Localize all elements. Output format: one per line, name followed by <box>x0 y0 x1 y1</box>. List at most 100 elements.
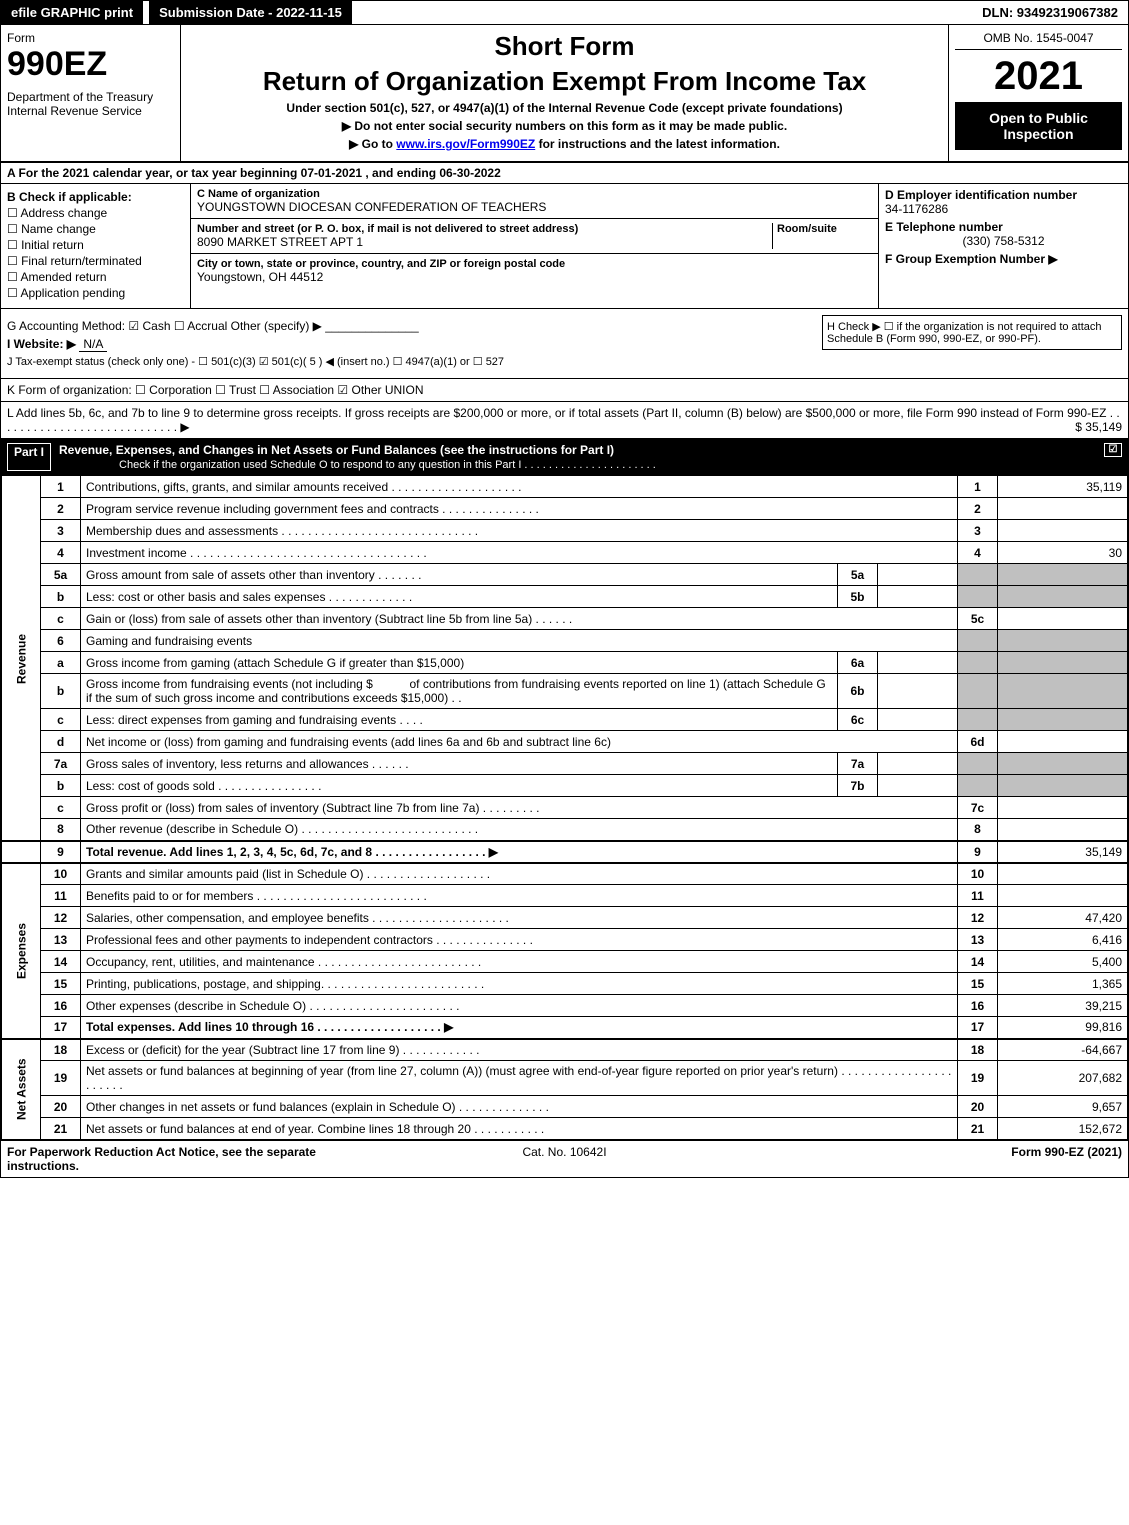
chk-address-change[interactable]: ☐ Address change <box>7 206 184 220</box>
row-value <box>998 863 1128 885</box>
part-1-checkbox[interactable]: ☑ <box>1104 443 1122 457</box>
row-desc: Less: cost of goods sold . . . . . . . .… <box>81 775 838 797</box>
row-num: 14 <box>41 951 81 973</box>
row-num: 6 <box>41 630 81 652</box>
row-desc: Excess or (deficit) for the year (Subtra… <box>81 1039 958 1061</box>
row-num: d <box>41 731 81 753</box>
row-desc: Salaries, other compensation, and employ… <box>81 907 958 929</box>
row-ref-shade <box>958 630 998 652</box>
public-warning: ▶ Do not enter social security numbers o… <box>191 119 938 133</box>
row-ref-shade <box>958 586 998 608</box>
row-value <box>998 797 1128 819</box>
part-1-table: Revenue 1 Contributions, gifts, grants, … <box>1 475 1128 1140</box>
section-a: A For the 2021 calendar year, or tax yea… <box>1 163 1128 183</box>
row-value-shade <box>998 564 1128 586</box>
row-value: 207,682 <box>998 1061 1128 1096</box>
row-ref: 2 <box>958 498 998 520</box>
street-label: Number and street (or P. O. box, if mail… <box>197 223 772 235</box>
row-ref-shade <box>958 709 998 731</box>
line-l-amount: $ 35,149 <box>1075 420 1122 434</box>
city-value: Youngstown, OH 44512 <box>197 270 872 284</box>
dept-label: Department of the Treasury Internal Reve… <box>7 90 174 118</box>
row-value-shade <box>998 586 1128 608</box>
chk-application-pending[interactable]: ☐ Application pending <box>7 286 184 300</box>
row-value: 9,657 <box>998 1096 1128 1118</box>
row-desc: Membership dues and assessments . . . . … <box>81 520 958 542</box>
mini-val <box>878 709 958 731</box>
row-num: 5a <box>41 564 81 586</box>
mini-ref: 6b <box>838 674 878 709</box>
tax-year: 2021 <box>955 56 1122 96</box>
row-ref-shade <box>958 652 998 674</box>
row-ref: 4 <box>958 542 998 564</box>
row-ref: 13 <box>958 929 998 951</box>
row-value: 6,416 <box>998 929 1128 951</box>
row-num: 15 <box>41 973 81 995</box>
row-value <box>998 731 1128 753</box>
row-value: 35,149 <box>998 841 1128 863</box>
row-value-shade <box>998 630 1128 652</box>
row-ref: 16 <box>958 995 998 1017</box>
row-desc: Program service revenue including govern… <box>81 498 958 520</box>
row-ref-shade <box>958 775 998 797</box>
mini-ref: 5b <box>838 586 878 608</box>
row-value <box>998 498 1128 520</box>
row-ref: 11 <box>958 885 998 907</box>
row-ref: 8 <box>958 819 998 841</box>
irs-link[interactable]: www.irs.gov/Form990EZ <box>396 137 535 151</box>
efile-print-button[interactable]: efile GRAPHIC print <box>1 1 143 24</box>
mini-ref: 7b <box>838 775 878 797</box>
chk-amended-return[interactable]: ☐ Amended return <box>7 270 184 284</box>
form-header: Form 990EZ Department of the Treasury In… <box>1 25 1128 163</box>
row-desc: Contributions, gifts, grants, and simila… <box>81 476 958 498</box>
goto-line: ▶ Go to www.irs.gov/Form990EZ for instru… <box>191 137 938 151</box>
row-num: 7a <box>41 753 81 775</box>
form-label: Form <box>7 31 174 45</box>
row-desc: Gain or (loss) from sale of assets other… <box>81 608 958 630</box>
short-form-label: Short Form <box>191 31 938 62</box>
row-value: 99,816 <box>998 1017 1128 1039</box>
row-value-shade <box>998 674 1128 709</box>
line-h: H Check ▶ ☐ if the organization is not r… <box>822 315 1122 350</box>
chk-final-return[interactable]: ☐ Final return/terminated <box>7 254 184 268</box>
revenue-sidelabel: Revenue <box>2 476 41 841</box>
open-public: Open to Public Inspection <box>955 102 1122 150</box>
chk-initial-return[interactable]: ☐ Initial return <box>7 238 184 252</box>
row-num: c <box>41 797 81 819</box>
part-1-subnote: Check if the organization used Schedule … <box>59 459 656 471</box>
part-1-title: Revenue, Expenses, and Changes in Net As… <box>59 443 614 457</box>
section-c: C Name of organization YOUNGSTOWN DIOCES… <box>191 184 878 308</box>
row-value <box>998 819 1128 841</box>
row-ref: 3 <box>958 520 998 542</box>
row-ref: 15 <box>958 973 998 995</box>
chk-name-change[interactable]: ☐ Name change <box>7 222 184 236</box>
city-label: City or town, state or province, country… <box>197 258 872 270</box>
row-value: 47,420 <box>998 907 1128 929</box>
row-desc: Net assets or fund balances at beginning… <box>81 1061 958 1096</box>
row-num: b <box>41 775 81 797</box>
row-desc: Less: cost or other basis and sales expe… <box>81 586 838 608</box>
row-num: 17 <box>41 1017 81 1039</box>
row-num: 13 <box>41 929 81 951</box>
org-name-label: C Name of organization <box>197 188 872 200</box>
row-desc: Total revenue. Add lines 1, 2, 3, 4, 5c,… <box>81 841 958 863</box>
part-1-header: Part I Revenue, Expenses, and Changes in… <box>1 439 1128 475</box>
row-num: 21 <box>41 1118 81 1140</box>
mini-val <box>878 753 958 775</box>
row-desc: Grants and similar amounts paid (list in… <box>81 863 958 885</box>
mini-ref: 6a <box>838 652 878 674</box>
mini-val <box>878 674 958 709</box>
row-ref: 7c <box>958 797 998 819</box>
expenses-sidelabel: Expenses <box>2 863 41 1039</box>
row-value-shade <box>998 775 1128 797</box>
street-value: 8090 MARKET STREET APT 1 <box>197 235 772 249</box>
row-ref-shade <box>958 674 998 709</box>
row-desc: Net income or (loss) from gaming and fun… <box>81 731 958 753</box>
row-num: 9 <box>41 841 81 863</box>
row-ref: 19 <box>958 1061 998 1096</box>
room-label: Room/suite <box>777 223 872 235</box>
row-ref: 12 <box>958 907 998 929</box>
row-value: 5,400 <box>998 951 1128 973</box>
row-num: 20 <box>41 1096 81 1118</box>
row-ref: 14 <box>958 951 998 973</box>
